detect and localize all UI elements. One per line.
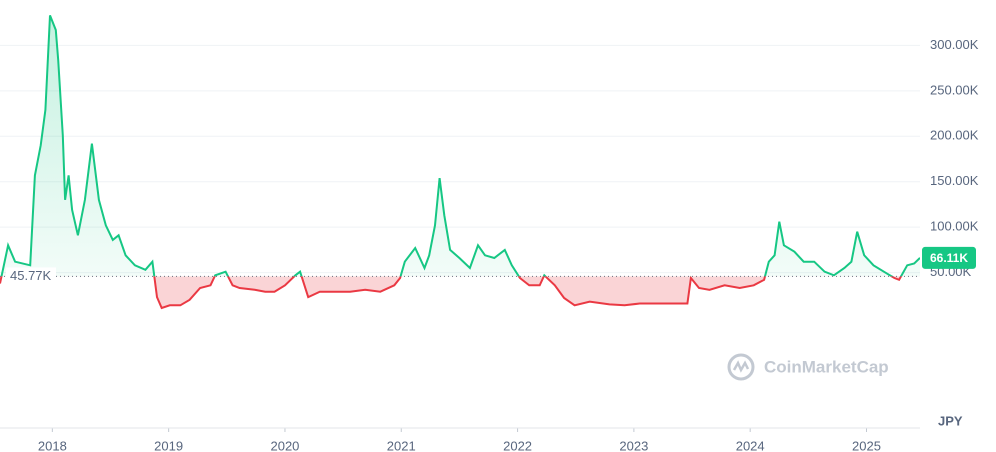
y-tick-label: 300.00K [930,37,979,52]
baseline-label: 45.77K [10,268,52,283]
x-tick-label: 2019 [154,438,183,452]
current-price-label: 66.11K [930,251,968,265]
watermark: CoinMarketCap [727,353,889,381]
x-tick-label: 2018 [38,438,67,452]
x-tick-label: 2023 [619,438,648,452]
y-tick-label: 100.00K [930,219,979,234]
x-tick-label: 2024 [736,438,765,452]
y-tick-label: 150.00K [930,173,979,188]
line-above [0,15,920,277]
x-tick-label: 2022 [503,438,532,452]
watermark-text: CoinMarketCap [764,357,889,376]
y-tick-label: 200.00K [930,128,979,143]
x-tick-label: 2025 [852,438,881,452]
currency-label: JPY [938,413,963,428]
x-tick-label: 2021 [387,438,416,452]
current-price-bg [922,246,976,269]
x-tick-label: 2020 [270,438,299,452]
baseline-label-bg [6,267,56,286]
area-above [1,15,920,277]
y-tick-label: 250.00K [930,82,979,97]
